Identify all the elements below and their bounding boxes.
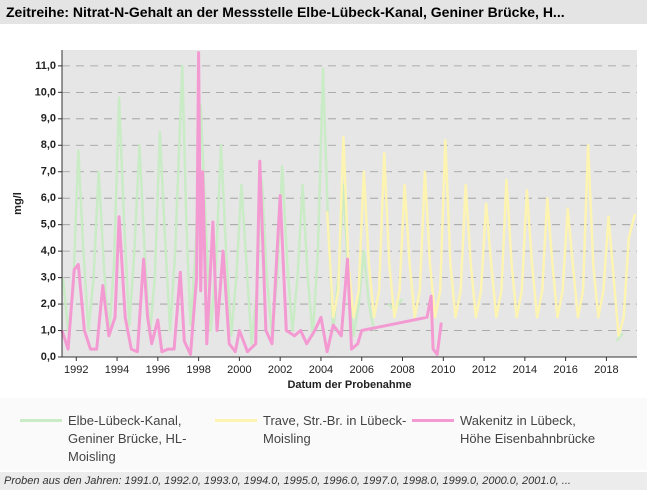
- legend-label: Wakenitz in Lübeck, Höhe Eisenbahnbrücke: [460, 413, 596, 446]
- legend-swatch: [412, 419, 454, 422]
- chart: 0,0 1,0 2,0 3,0 4,0 5,0 6,0 7,0 8,0 9,0 10,0 11,0 19…: [12, 50, 637, 391]
- y-tick-label: 11,0: [35, 60, 56, 72]
- x-tick-label: 1998: [186, 364, 210, 376]
- y-tick-label: 8,0: [41, 139, 56, 151]
- footer: Proben aus den Jahren: 1991.0, 1992.0, 1…: [0, 472, 647, 490]
- x-tick-label: 2000: [227, 364, 251, 376]
- x-tick-label: 2012: [472, 364, 496, 376]
- x-axis-label: Datum der Probenahme: [287, 379, 411, 391]
- series-line: [325, 136, 637, 338]
- legend-label: Trave, Str.-Br. in Lübeck-Moisling: [263, 413, 407, 446]
- x-tick-label: 2004: [309, 364, 333, 376]
- legend-label: Elbe-Lübeck-Kanal, Geniner Brücke, HL-Mo…: [68, 413, 187, 464]
- x-tick-label: 2016: [553, 364, 577, 376]
- y-tick-label: 0,0: [41, 351, 56, 363]
- legend-swatch: [20, 419, 62, 422]
- x-tick-label: 2006: [349, 364, 373, 376]
- x-tick-label: 1994: [105, 364, 129, 376]
- y-tick-label: 10,0: [35, 86, 56, 98]
- y-tick-label: 1,0: [41, 324, 56, 336]
- x-tick-label: 2010: [431, 364, 455, 376]
- y-axis-label: mg/l: [12, 192, 24, 215]
- x-tick-label: 1996: [146, 364, 170, 376]
- x-tick-label: 1992: [64, 364, 88, 376]
- legend-item: Trave, Str.-Br. in Lübeck-Moisling: [215, 412, 413, 448]
- legend-swatch: [215, 419, 257, 422]
- legend-item: Wakenitz in Lübeck, Höhe Eisenbahnbrücke: [412, 412, 610, 448]
- x-tick-label: 2002: [268, 364, 292, 376]
- x-tick-label: 2008: [390, 364, 414, 376]
- series-line: [60, 51, 443, 356]
- y-tick-label: 6,0: [41, 192, 56, 204]
- y-tick-label: 9,0: [41, 113, 56, 125]
- chart-title: Zeitreihe: Nitrat-N-Gehalt an der Messst…: [0, 0, 647, 24]
- x-tick-label: 2014: [513, 364, 537, 376]
- y-tick-label: 2,0: [41, 298, 56, 310]
- y-tick-label: 7,0: [41, 166, 56, 178]
- legend-item: Elbe-Lübeck-Kanal, Geniner Brücke, HL-Mo…: [20, 412, 218, 466]
- y-tick-label: 4,0: [41, 245, 56, 257]
- x-tick-label: 2018: [594, 364, 618, 376]
- y-tick-label: 5,0: [41, 219, 56, 231]
- legend: Elbe-Lübeck-Kanal, Geniner Brücke, HL-Mo…: [0, 398, 647, 470]
- y-tick-label: 3,0: [41, 272, 56, 284]
